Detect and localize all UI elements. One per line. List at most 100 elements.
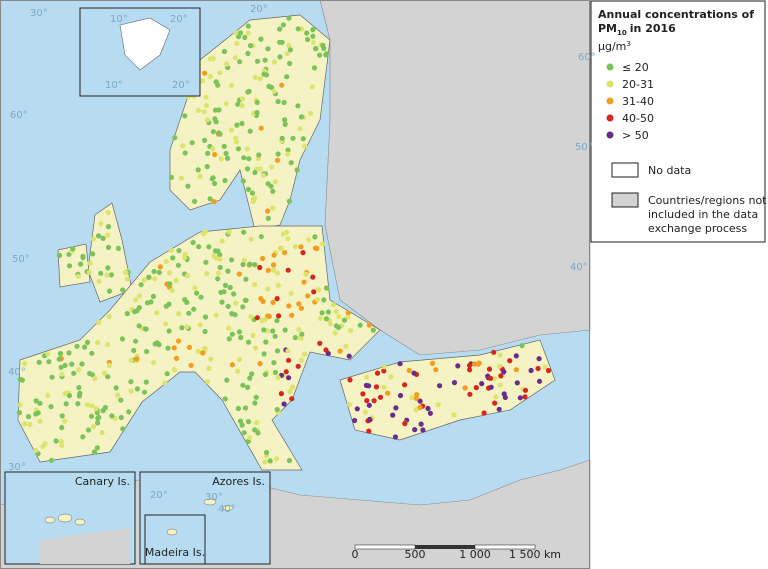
station [314,297,321,303]
station [27,422,33,428]
station [242,405,249,411]
station [427,410,433,416]
station [200,350,206,356]
station [109,413,115,419]
station [229,362,235,368]
station [175,262,181,268]
station [257,264,263,271]
station [113,385,119,391]
station [215,270,221,276]
station [241,229,247,235]
station [258,234,264,240]
station [259,317,265,324]
station [310,274,316,280]
station [462,385,468,391]
station [314,245,320,252]
station [517,395,523,401]
station [239,103,245,109]
scale-segment [415,545,475,549]
station [381,384,387,390]
station [488,375,494,381]
station [76,367,82,373]
station [105,232,111,238]
station [49,374,55,380]
station [45,351,51,357]
station [321,297,327,303]
station [48,457,55,463]
station [236,271,242,277]
station [212,248,219,254]
station [282,250,288,256]
station [182,113,188,119]
station [392,434,398,440]
station [262,459,268,465]
station [381,364,387,370]
station [341,317,348,323]
station [36,359,42,365]
legend-title: Annual concentrations of [598,8,754,21]
station [221,48,227,55]
station [317,315,323,321]
station [197,173,203,179]
station [232,55,238,61]
station [275,98,281,105]
station [241,257,247,263]
station [101,370,108,376]
monitoring-stations [16,15,552,465]
station [296,301,302,307]
station [138,282,144,288]
graticule-label: 20° [170,14,188,25]
station [393,405,399,411]
station [233,135,239,141]
station [283,369,289,375]
station [245,50,251,57]
station [151,268,157,275]
unit-sup: 3 [626,40,630,48]
station [217,252,223,258]
legend-swatch [606,114,614,122]
station [202,314,209,320]
station [310,39,316,46]
scale-label: 1 500 km [509,548,561,561]
station [128,388,134,394]
station [239,120,245,127]
graticule-label: 30° [30,8,48,19]
station [433,367,439,373]
station [258,125,264,131]
station [317,340,323,346]
station [286,303,292,309]
station [96,319,102,326]
station [245,30,251,36]
station [257,361,263,367]
station [364,374,370,380]
legend-classes: ≤ 20 20-31 31-40 40-50 > 50 [606,61,654,142]
station [275,282,281,288]
station [347,401,353,407]
station [169,287,175,293]
station [66,263,73,269]
station [413,407,419,413]
station [348,327,354,334]
station [53,438,59,444]
station [311,289,317,295]
station [48,404,54,410]
station [192,285,198,291]
station [294,167,300,173]
station [186,310,192,316]
station [189,140,195,146]
station [272,333,278,339]
graticule-label: 10° [105,80,123,91]
station [236,356,243,363]
station [211,253,217,259]
station [367,416,373,422]
station [258,36,264,42]
legend-label: included in the data [648,208,758,221]
station [215,276,221,282]
station [536,356,542,362]
station [282,117,288,123]
station [56,356,62,362]
station [317,52,323,58]
legend-label: Countries/regions not [648,194,767,207]
station [207,74,213,80]
station [357,322,363,328]
